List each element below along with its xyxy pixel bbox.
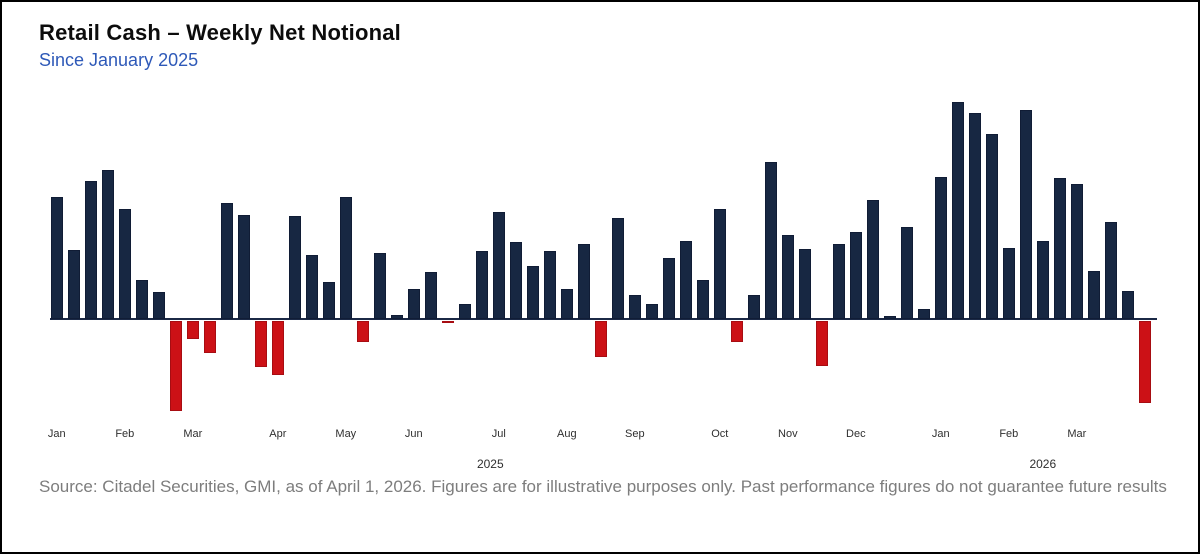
x-axis-year-label: 2025: [476, 457, 504, 471]
bar-negative: [186, 320, 200, 339]
bar-positive: [407, 289, 421, 319]
bar-positive: [985, 134, 999, 319]
x-axis-month-label: Jun: [404, 428, 423, 440]
bar-negative: [356, 320, 370, 342]
bar-positive: [135, 280, 149, 319]
bar-positive: [696, 280, 710, 319]
bar-positive: [543, 251, 557, 319]
x-axis-year-label: 2026: [1029, 457, 1057, 471]
bar-positive: [747, 295, 761, 319]
bar-negative: [169, 320, 183, 411]
bar-negative: [203, 320, 217, 353]
bar-positive: [662, 258, 676, 319]
bar-positive: [679, 241, 693, 319]
x-axis-month-label: Apr: [269, 428, 287, 440]
x-axis-month-label: Sep: [625, 428, 645, 440]
x-axis-month-label: Mar: [183, 428, 203, 440]
bar-positive: [50, 197, 64, 319]
bar-positive: [84, 181, 98, 319]
bar-positive: [118, 209, 132, 319]
x-axis-month-label: Mar: [1067, 428, 1087, 440]
bar-negative: [594, 320, 608, 357]
bar-positive: [526, 266, 540, 319]
bar-positive: [509, 242, 523, 319]
bar-positive: [951, 102, 965, 319]
bar-positive: [305, 255, 319, 319]
bar-positive: [475, 251, 489, 319]
x-axis-month-label: May: [335, 428, 357, 440]
bar-positive: [390, 315, 404, 319]
bar-positive: [781, 235, 795, 319]
bar-positive: [1002, 248, 1016, 319]
bar-positive: [237, 215, 251, 319]
bar-positive: [322, 282, 336, 319]
bar-positive: [424, 272, 438, 319]
x-axis-month-label: Nov: [778, 428, 798, 440]
x-axis-month-label: Jul: [491, 428, 506, 440]
x-axis-baseline: [50, 317, 1157, 320]
bar-positive: [917, 309, 931, 319]
bar-positive: [849, 232, 863, 319]
x-axis-month-label: Jan: [931, 428, 950, 440]
x-axis-month-label: Aug: [557, 428, 577, 440]
bar-negative: [271, 320, 285, 375]
bar-positive: [152, 292, 166, 319]
bar-positive: [1036, 241, 1050, 319]
bar-positive: [373, 253, 387, 319]
bar-positive: [492, 212, 506, 319]
bar-positive: [713, 209, 727, 319]
bar-positive: [1104, 222, 1118, 319]
bar-positive: [1019, 110, 1033, 319]
page-title: Retail Cash – Weekly Net Notional: [39, 20, 401, 45]
bar-positive: [101, 170, 115, 319]
x-axis-month-label: Dec: [846, 428, 866, 440]
bar-positive: [866, 200, 880, 319]
bar-positive: [611, 218, 625, 319]
x-axis-month-label: Oct: [711, 428, 729, 440]
bar-positive: [934, 177, 948, 319]
bar-positive: [798, 249, 812, 319]
source-footnote: Source: Citadel Securities, GMI, as of A…: [39, 477, 1167, 496]
bar-negative: [1138, 320, 1152, 403]
bar-positive: [883, 316, 897, 319]
x-axis-month-label: Feb: [115, 428, 135, 440]
bar-positive: [1087, 271, 1101, 319]
bar-positive: [1121, 291, 1135, 319]
x-axis-month-label: Feb: [999, 428, 1019, 440]
bar-positive: [560, 289, 574, 319]
bar-positive: [458, 304, 472, 319]
bar-positive: [968, 113, 982, 319]
bar-positive: [220, 203, 234, 319]
bar-positive: [67, 250, 81, 319]
bar-negative: [441, 320, 455, 323]
bar-negative: [815, 320, 829, 366]
bar-positive: [645, 304, 659, 319]
bar-positive: [764, 162, 778, 319]
bar-positive: [288, 216, 302, 319]
bar-negative: [730, 320, 744, 342]
bar-positive: [900, 227, 914, 319]
x-axis-month-label: Jan: [47, 428, 66, 440]
bar-positive: [832, 244, 846, 319]
bar-positive: [1053, 178, 1067, 319]
bar-positive: [339, 197, 353, 319]
bar-positive: [577, 244, 591, 319]
bar-positive: [1070, 184, 1084, 319]
bar-positive: [628, 295, 642, 319]
bar-negative: [254, 320, 268, 367]
chart-subtitle: Since January 2025: [39, 50, 199, 70]
